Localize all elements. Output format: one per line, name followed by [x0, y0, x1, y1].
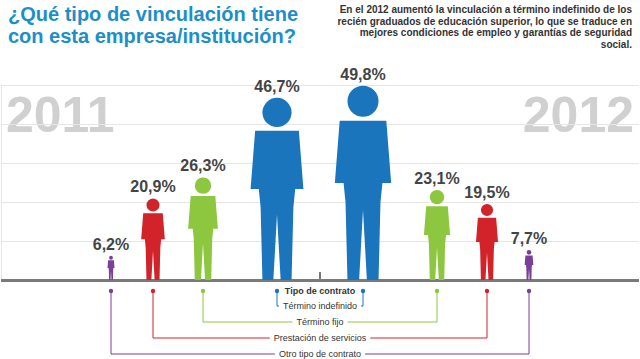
bar [107, 256, 114, 280]
legend-dot [527, 289, 531, 293]
legend-dot [151, 289, 155, 293]
legend-title: Tipo de contrato [285, 286, 356, 296]
legend-connector [487, 291, 488, 338]
data-label: 6,2% [93, 236, 129, 253]
legend-label-bg [279, 300, 361, 312]
center-tick [319, 272, 321, 280]
grid-line [1, 124, 639, 125]
bar [424, 190, 450, 280]
legend: Término indefinido Término fijo Prestación… [109, 286, 531, 359]
series-name: 2012 [523, 87, 634, 143]
bar [141, 198, 165, 280]
legend-label-bg [270, 332, 371, 344]
bar [188, 177, 218, 280]
data-label: 46,7% [254, 78, 299, 95]
chart: 2011 2012 46,7% 26,3% 20,9% 6,2% 49,8% 23,1% 19,… [0, 0, 640, 359]
legend-connector [203, 291, 204, 322]
legend-dot [201, 289, 205, 293]
grid-line [1, 163, 639, 164]
y-axis [1, 86, 639, 281]
legend-dot [275, 289, 279, 293]
bar [476, 204, 498, 280]
data-label: 7,7% [511, 230, 547, 247]
title: ¿Qué tipo de vinculación tiene con esta … [8, 3, 338, 47]
data-labels: 46,7% 26,3% 20,9% 6,2% 49,8% 23,1% 19,5% 7,7% [93, 66, 547, 253]
legend-label: Término fijo [296, 317, 343, 327]
series-name: 2011 [6, 87, 114, 143]
data-label: 20,9% [130, 178, 175, 195]
legend-dot [485, 289, 489, 293]
legend-dot [435, 289, 439, 293]
legend-connector [363, 291, 364, 306]
tick [1, 85, 639, 86]
data-label: 26,3% [180, 157, 225, 174]
axis-line [2, 86, 640, 281]
legend-label-bg [292, 316, 347, 328]
legend-label-bg [275, 348, 365, 359]
legend-label: Otro tipo de contrato [279, 349, 361, 359]
annotation: En el 2012 aumentó la vinculación a térm… [337, 4, 632, 50]
tick [1, 124, 639, 125]
data-label: 49,8% [340, 66, 385, 83]
legend-connector [529, 291, 530, 354]
grid-line [1, 85, 639, 86]
tick [1, 280, 639, 281]
legend-connector [111, 291, 112, 354]
bar [525, 250, 534, 280]
marks [107, 86, 533, 280]
legend-label: Término indefinido [283, 301, 357, 311]
grid-line [1, 202, 639, 203]
data-label: 19,5% [464, 184, 509, 201]
legend-connector [277, 291, 278, 306]
legend-dot [109, 289, 113, 293]
legend-connector [437, 291, 438, 322]
legend-label: Prestación de servicios [274, 333, 367, 343]
tick [1, 163, 639, 164]
tick [1, 202, 639, 203]
legend-dot [361, 289, 365, 293]
bar [251, 98, 304, 280]
data-label: 23,1% [414, 170, 459, 187]
bar [335, 86, 391, 280]
legend-connector [153, 291, 154, 338]
